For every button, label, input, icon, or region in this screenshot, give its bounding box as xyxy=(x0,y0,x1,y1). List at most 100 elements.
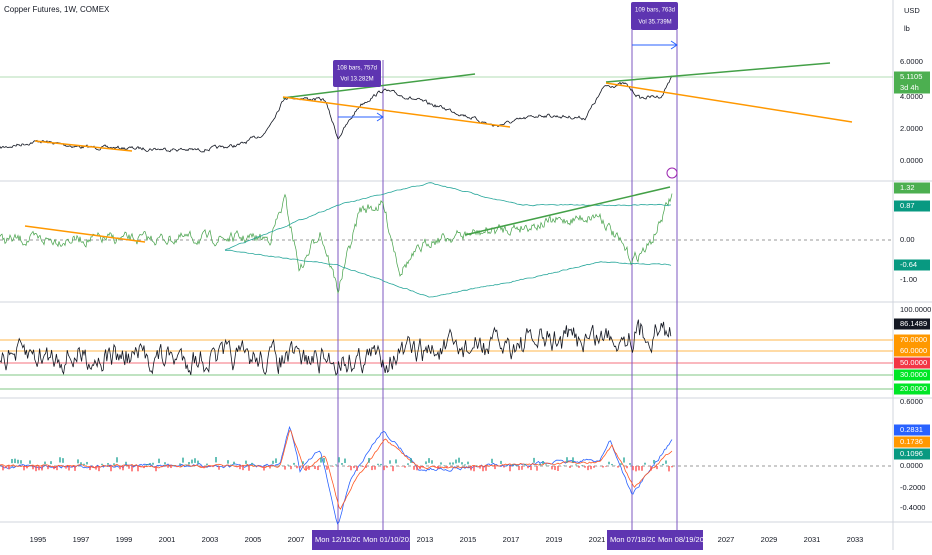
histogram-bar xyxy=(92,466,94,467)
axis-label: 2.0000 xyxy=(900,124,923,133)
histogram-bar xyxy=(602,466,604,468)
measure-bars: 109 bars, 763d xyxy=(635,8,675,14)
histogram-bar xyxy=(431,460,433,463)
histogram-bar xyxy=(53,466,55,469)
badge-label: 50.0000 xyxy=(900,358,927,367)
histogram-bar xyxy=(506,465,508,466)
series-line xyxy=(0,427,672,524)
time-label: 2003 xyxy=(202,535,219,544)
histogram-bar xyxy=(320,457,322,462)
histogram-bar xyxy=(356,466,358,471)
histogram-bar xyxy=(608,462,610,465)
histogram-bar xyxy=(230,465,232,466)
series-line xyxy=(0,76,672,152)
histogram-bar xyxy=(146,464,148,465)
histogram-bar xyxy=(44,462,46,465)
histogram-bar xyxy=(323,458,325,463)
histogram-bar xyxy=(584,466,586,468)
histogram-bar xyxy=(191,460,193,464)
histogram-bar xyxy=(188,462,190,464)
price-badge: 1.32 xyxy=(894,183,930,194)
histogram-bar xyxy=(260,466,262,467)
measure-bars: 108 bars, 757d xyxy=(337,66,377,72)
histogram-bar xyxy=(479,466,481,469)
time-label: 2029 xyxy=(761,535,778,544)
levels xyxy=(0,77,893,466)
histogram-bar xyxy=(470,466,472,470)
histogram-bar xyxy=(284,466,286,470)
histogram-bar xyxy=(650,466,652,471)
histogram-bar xyxy=(332,466,334,467)
histogram-bar xyxy=(293,463,295,465)
histogram-bar xyxy=(173,465,175,466)
badge-label: 86.1489 xyxy=(900,319,927,328)
histogram-bar xyxy=(20,460,22,463)
histogram-bar xyxy=(116,457,118,462)
histogram-bar xyxy=(449,463,451,465)
histogram-bar xyxy=(167,466,169,468)
histogram-bar xyxy=(386,466,388,468)
histogram-bar xyxy=(212,466,214,467)
histogram-bar xyxy=(524,464,526,465)
histogram-bar xyxy=(458,458,460,463)
histogram-bar xyxy=(107,463,109,465)
histogram-bar xyxy=(227,460,229,464)
histogram-bar xyxy=(536,466,538,471)
histogram-bar xyxy=(149,463,151,465)
price-badge: 50.0000 xyxy=(894,358,930,369)
histogram-bar xyxy=(452,462,454,464)
histogram-bar xyxy=(425,461,427,464)
histogram-bar xyxy=(95,466,97,470)
histogram-bar xyxy=(362,466,364,467)
time-label: 1995 xyxy=(30,535,47,544)
histogram-bar xyxy=(287,465,289,466)
histogram-bar xyxy=(161,466,163,467)
time-label: 2027 xyxy=(718,535,735,544)
histogram-bar xyxy=(410,458,412,463)
histogram-bar xyxy=(350,466,352,470)
histogram-bar xyxy=(635,466,637,471)
histogram-bar xyxy=(137,466,139,471)
histogram-bar xyxy=(545,464,547,465)
histogram-bar xyxy=(668,466,670,471)
time-label: 2017 xyxy=(503,535,520,544)
axis-label: 0.6000 xyxy=(900,397,923,406)
histogram-bar xyxy=(248,466,250,471)
histogram-bar xyxy=(185,465,187,466)
series-line xyxy=(0,320,671,375)
axis-label: -0.4000 xyxy=(900,503,925,512)
histogram-bar xyxy=(50,461,52,464)
histogram-bar xyxy=(125,462,127,465)
histogram-bar xyxy=(242,466,244,470)
histogram-bar xyxy=(482,466,484,471)
histogram-bar xyxy=(413,466,415,470)
histogram-bar xyxy=(47,466,49,469)
histogram-bar xyxy=(203,466,205,468)
time-label: 1997 xyxy=(73,535,90,544)
histogram-bar xyxy=(557,466,559,471)
price-badge: 0.87 xyxy=(894,201,930,212)
histogram-bar xyxy=(155,466,157,471)
histogram-bar xyxy=(35,466,37,471)
vertical-markers xyxy=(338,30,677,530)
measure-volume: Vol 35.739M xyxy=(638,20,671,26)
histogram-bar xyxy=(218,466,220,470)
drawings xyxy=(25,41,852,242)
histogram-bar xyxy=(551,466,553,469)
axis-label: 0.0000 xyxy=(900,461,923,470)
histogram-bar xyxy=(671,466,673,467)
histogram-bar xyxy=(521,466,523,470)
histogram-bar xyxy=(629,463,631,465)
histogram-bar xyxy=(14,459,16,463)
histogram-bar xyxy=(518,466,520,470)
price-badge: 60.0000 xyxy=(894,346,930,357)
histogram-bar xyxy=(383,466,385,470)
histogram-bar xyxy=(182,458,184,463)
histogram-bar xyxy=(422,466,424,468)
histogram-bar xyxy=(236,466,238,467)
time-label: 2031 xyxy=(804,535,821,544)
histogram-bar xyxy=(80,462,82,464)
histogram-bar xyxy=(77,459,79,463)
histogram-bar xyxy=(527,466,529,468)
